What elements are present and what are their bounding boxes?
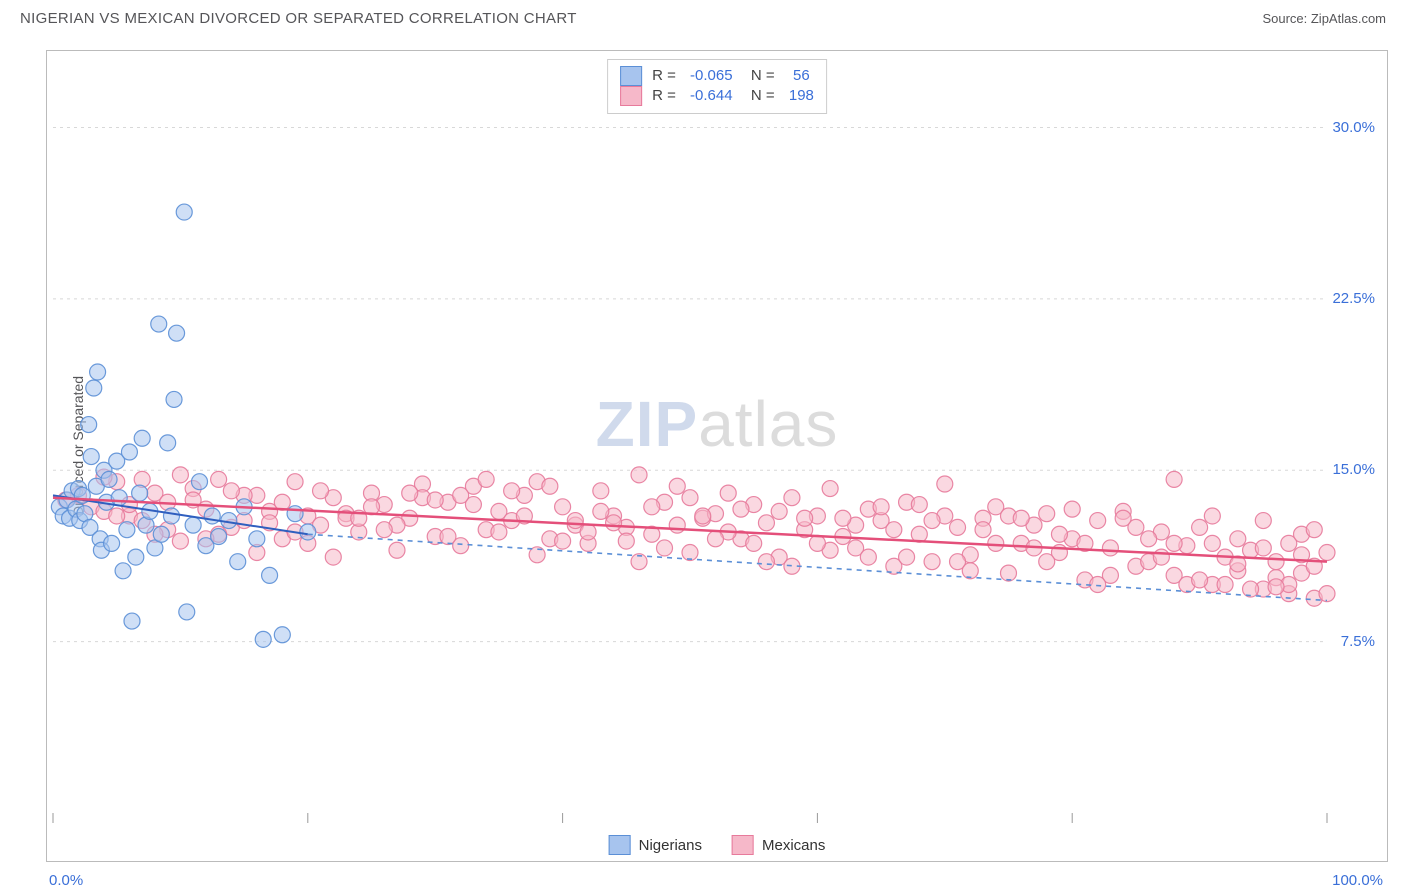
stat-r-mexicans: -0.644 — [690, 86, 733, 106]
x-tick-label: 0.0% — [49, 872, 83, 889]
x-tick-label: 100.0% — [1332, 872, 1383, 889]
y-tick-label: 15.0% — [1332, 461, 1375, 478]
swatch-nigerians-icon — [609, 835, 631, 855]
legend-label-mexicans: Mexicans — [762, 837, 825, 854]
legend-item-nigerians: Nigerians — [609, 835, 702, 855]
stat-n-label: N = — [743, 66, 779, 86]
scatter-svg — [47, 51, 1387, 861]
swatch-nigerians — [620, 66, 642, 86]
plot-area: ZIPatlas R = -0.065 N = 56 R = -0.644 N … — [46, 50, 1388, 862]
stat-r-label: R = — [652, 66, 680, 86]
legend-item-mexicans: Mexicans — [732, 835, 825, 855]
source-label: Source: ZipAtlas.com — [1262, 11, 1386, 26]
stat-n-mexicans: 198 — [789, 86, 814, 106]
legend-label-nigerians: Nigerians — [639, 837, 702, 854]
stat-r-nigerians: -0.065 — [690, 66, 733, 86]
stat-n-label: N = — [743, 86, 779, 106]
y-tick-label: 7.5% — [1341, 633, 1375, 650]
legend-bottom: Nigerians Mexicans — [609, 835, 826, 855]
swatch-mexicans-icon — [732, 835, 754, 855]
header-bar: NIGERIAN VS MEXICAN DIVORCED OR SEPARATE… — [0, 0, 1406, 33]
stat-n-nigerians: 56 — [789, 66, 810, 86]
chart-title: NIGERIAN VS MEXICAN DIVORCED OR SEPARATE… — [20, 10, 577, 27]
y-tick-label: 22.5% — [1332, 290, 1375, 307]
stats-legend-box: R = -0.065 N = 56 R = -0.644 N = 198 — [607, 59, 827, 114]
y-tick-label: 30.0% — [1332, 119, 1375, 136]
stat-r-label: R = — [652, 86, 680, 106]
stats-row-mexicans: R = -0.644 N = 198 — [620, 86, 814, 106]
stats-row-nigerians: R = -0.065 N = 56 — [620, 66, 814, 86]
swatch-mexicans — [620, 86, 642, 106]
